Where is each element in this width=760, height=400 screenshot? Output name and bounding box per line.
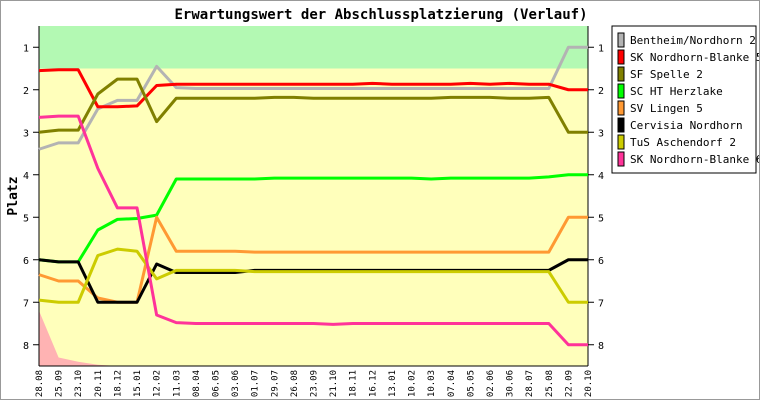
- y-tick-label-left: 8: [23, 341, 29, 352]
- x-tick-label: 08.04: [192, 370, 202, 397]
- legend-box: [611, 25, 757, 174]
- series-line-bentheim-nordhorn-2: [38, 45, 588, 151]
- x-tick-label: 29.07: [270, 370, 280, 397]
- x-tick-label: 01.07: [251, 370, 261, 397]
- x-tick-label: 26.08: [290, 370, 300, 397]
- y-tick-label-left: 1: [23, 43, 29, 54]
- x-tick-label: 21.10: [329, 370, 339, 397]
- x-tick-label: 11.03: [172, 370, 182, 397]
- legend-label: SC HT Herzlake: [630, 85, 723, 98]
- legend-label: SV Lingen 5: [630, 102, 703, 115]
- legend-label: TuS Aschendorf 2: [630, 136, 736, 149]
- legend-swatch: [617, 100, 625, 116]
- y-tick-label-right: 5: [598, 213, 604, 224]
- y-tick-label-left: 6: [23, 256, 29, 267]
- x-tick-label: 25.08: [545, 370, 555, 397]
- legend-swatch: [617, 49, 625, 65]
- x-tick-label: 28.08: [35, 370, 45, 397]
- y-axis-label: Platz: [6, 176, 21, 215]
- x-tick-label: 06.05: [211, 370, 221, 397]
- y-tick-label-left: 4: [23, 171, 29, 182]
- x-tick-label: 30.06: [506, 370, 516, 397]
- zone-promotion: [39, 26, 588, 69]
- x-tick-label: 25.09: [55, 370, 65, 397]
- zone-middle: [39, 68, 588, 366]
- series-line-sk-nordhorn-blanke-5: [38, 68, 588, 109]
- legend-swatch: [617, 134, 625, 150]
- y-tick-label-right: 3: [598, 128, 604, 139]
- y-tick-label-right: 4: [598, 171, 604, 182]
- legend: Bentheim/Nordhorn 2 SK Nordhorn-Blanke 5 S…: [611, 25, 759, 174]
- x-tick-label: 15.01: [133, 370, 143, 397]
- x-tick-label: 18.11: [349, 370, 359, 397]
- legend-swatch: [617, 151, 625, 167]
- x-tick-label: 20.11: [94, 370, 104, 397]
- series-line-tus-aschendorf-2: [38, 247, 588, 304]
- y-tick-label-left: 5: [23, 213, 29, 224]
- chart-title: Erwartungswert der Abschlussplatzierung …: [174, 7, 587, 23]
- y-tick-label-left: 2: [23, 86, 29, 97]
- x-tick-label: 23.10: [74, 370, 84, 397]
- x-tick-label: 16.12: [368, 370, 378, 397]
- legend-swatch: [617, 83, 625, 99]
- x-tick-label: 10.03: [427, 370, 437, 397]
- x-tick-label: 02.06: [486, 370, 496, 397]
- legend-swatch: [617, 66, 625, 82]
- legend-swatch: [617, 32, 625, 48]
- x-tick-label: 03.06: [231, 370, 241, 397]
- x-tick-label: 18.12: [113, 370, 123, 397]
- x-tick-label: 28.07: [525, 370, 535, 397]
- legend-label: SK Nordhorn-Blanke 5: [630, 51, 759, 64]
- x-tick-label: 10.02: [408, 370, 418, 397]
- x-tick-label: 20.10: [584, 370, 594, 397]
- legend-label: SF Spelle 2: [630, 68, 703, 81]
- x-tick-label: 22.09: [564, 370, 574, 397]
- x-tick-label: 07.04: [447, 370, 457, 397]
- legend-label: SK Nordhorn-Blanke 6: [630, 153, 759, 166]
- x-tick-label: 05.05: [466, 370, 476, 397]
- legend-label: Cervisia Nordhorn: [630, 119, 743, 132]
- x-tick-label: 13.01: [388, 370, 398, 397]
- x-tick-label: 23.09: [310, 370, 320, 397]
- y-tick-label-left: 3: [23, 128, 29, 139]
- y-tick-label-right: 1: [598, 43, 604, 54]
- y-tick-label-left: 7: [23, 298, 29, 309]
- legend-label: Bentheim/Nordhorn 2: [630, 34, 756, 47]
- x-tick-label: 12.02: [153, 370, 163, 397]
- y-tick-label-right: 6: [598, 256, 604, 267]
- series-line-sf-spelle-2: [38, 77, 588, 134]
- series-line-sc-ht-herzlake: [38, 173, 588, 264]
- y-tick-label-right: 7: [598, 298, 604, 309]
- y-tick-label-right: 2: [598, 86, 604, 97]
- series-line-sk-nordhorn-blanke-6: [38, 114, 588, 347]
- y-tick-label-right: 8: [598, 341, 604, 352]
- legend-swatch: [617, 117, 625, 133]
